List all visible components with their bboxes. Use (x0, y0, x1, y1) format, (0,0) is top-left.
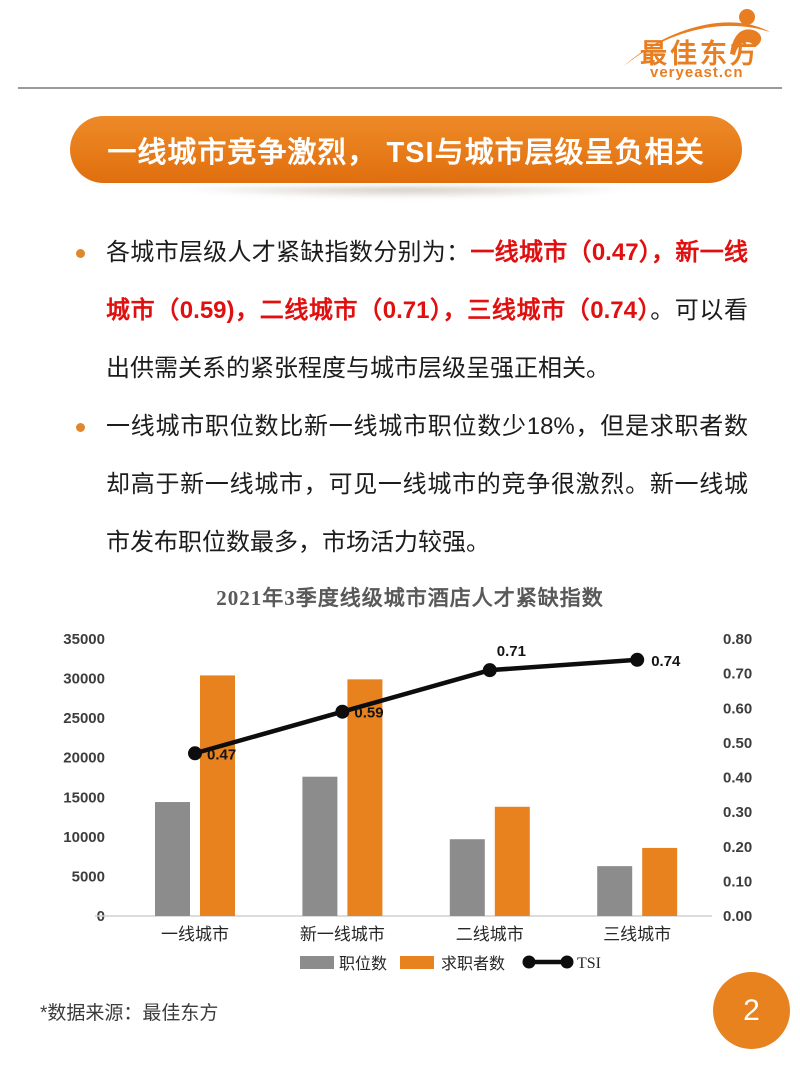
category-label: 一线城市 (161, 925, 229, 944)
brand-logo: 最佳东方 veryeast.cn (620, 4, 780, 86)
left-axis-tick-label: 35000 (63, 631, 105, 648)
left-axis-tick-label: 15000 (63, 789, 105, 806)
page-number-badge: 2 (713, 972, 790, 1049)
right-axis-tick-label: 0.20 (723, 839, 752, 856)
bullet-item: 各城市层级人才紧缺指数分别为：一线城市（0.47），新一线城市（0.59)，二线… (70, 224, 748, 398)
left-axis-tick-label: 30000 (63, 671, 105, 688)
header-divider (18, 87, 782, 89)
category-label: 三线城市 (603, 925, 671, 944)
bar-positions (597, 866, 633, 916)
bar-positions (302, 776, 338, 916)
tsi-chart: 2021年3季度线级城市酒店人才紧缺指数 0500010000150002000… (40, 582, 780, 986)
bullet-list: 各城市层级人才紧缺指数分别为：一线城市（0.47），新一线城市（0.59)，二线… (70, 224, 748, 572)
right-axis-tick-label: 0.10 (723, 873, 752, 890)
bullet-text-segment: 各城市层级人才紧缺指数分别为： (106, 239, 471, 266)
legend-label-tsi: TSI (577, 955, 601, 972)
right-axis-tick-label: 0.50 (723, 735, 752, 752)
right-axis-tick-label: 0.80 (723, 631, 752, 648)
tsi-point (335, 704, 350, 719)
logo-domain: veryeast.cn (650, 64, 744, 81)
right-axis-tick-label: 0.00 (723, 908, 752, 925)
legend-label-positions: 职位数 (339, 955, 387, 973)
category-label: 新一线城市 (300, 925, 385, 944)
left-axis-tick-label: 20000 (63, 750, 105, 767)
logo-swoosh-person-icon (624, 9, 770, 66)
right-axis-tick-label: 0.60 (723, 700, 752, 717)
right-axis-tick-label: 0.30 (723, 804, 752, 821)
legend-dot-tsi (522, 955, 536, 969)
legend-swatch-positions (300, 956, 334, 969)
category-label: 二线城市 (456, 925, 524, 944)
data-source-note: *数据来源：最佳东方 (40, 1003, 219, 1024)
legend-dot-tsi (560, 955, 574, 969)
tsi-point (482, 663, 497, 678)
left-axis-tick-label: 5000 (72, 868, 105, 885)
right-axis-tick-label: 0.70 (723, 666, 752, 683)
chart-title: 2021年3季度线级城市酒店人才紧缺指数 (216, 586, 604, 610)
page-title: 一线城市竞争激烈， TSI与城市层级呈负相关 (107, 136, 705, 169)
tsi-point-label: 0.74 (651, 653, 681, 670)
bullet-text-segment: 。可以看出供需关系的紧张程度与城市层级呈强正相关。 (106, 297, 749, 382)
logo-brand-name: 最佳东方 (640, 39, 760, 69)
bar-positions (155, 802, 190, 916)
tsi-line (194, 657, 638, 756)
tsi-point (188, 746, 202, 761)
bar-seekers (642, 847, 678, 916)
right-axis-tick-label: 0.40 (723, 770, 752, 787)
title-banner: 一线城市竞争激烈， TSI与城市层级呈负相关 (70, 116, 742, 183)
bullet-text-segment: 一线城市（0.47），新一线城市（0.59)，二线城市（0.71），三线城市（0… (106, 239, 748, 324)
bullet-item: 一线城市职位数比新一线城市职位数少18%，但是求职者数却高于新一线城市，可见一线… (70, 398, 748, 572)
tsi-point-label: 0.47 (207, 746, 236, 763)
tsi-point-label: 0.59 (354, 705, 383, 722)
legend-label-seekers: 求职者数 (441, 955, 505, 973)
bar-positions (449, 839, 485, 916)
left-axis-tick-label: 25000 (63, 710, 105, 727)
tsi-point-label: 0.71 (497, 643, 526, 660)
left-axis-tick-label: 10000 (63, 829, 105, 846)
bar-seekers (347, 679, 383, 916)
bullet-text-segment: 一线城市职位数比新一线城市职位数少18%，但是求职者数却高于新一线城市，可见一线… (106, 413, 748, 556)
legend-swatch-seekers (400, 956, 434, 969)
bar-seekers (494, 806, 530, 916)
tsi-point (630, 652, 645, 667)
bar-seekers (200, 675, 235, 916)
chart-plot-area: 050001000015000200002500030000350000.000… (63, 631, 752, 973)
banner-reflection (110, 187, 702, 203)
